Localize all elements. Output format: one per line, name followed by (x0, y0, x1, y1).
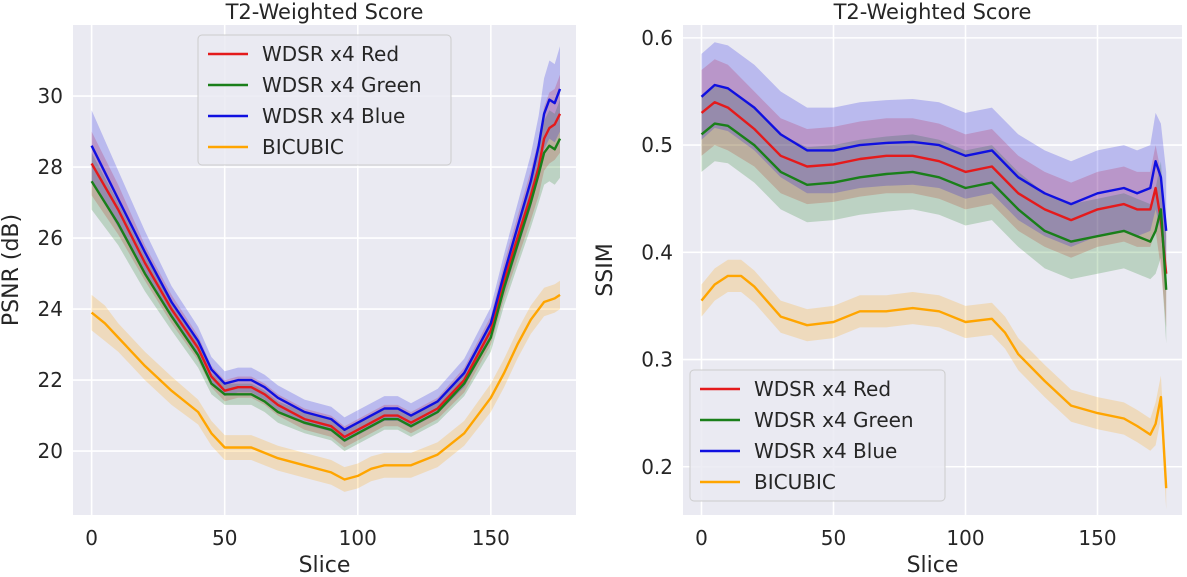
psnr-legend-label-bicubic: BICUBIC (262, 135, 344, 159)
ssim-legend-label-wdsr-x4-green: WDSR x4 Green (754, 408, 914, 432)
ssim-x-tick-label: 50 (821, 526, 846, 550)
psnr-y-tick-label: 30 (38, 84, 63, 108)
ssim-wdsr-x4-green-line (700, 122, 1168, 290)
psnr-wdsr-x4-green-line (90, 138, 562, 442)
psnr-wdsr-x4-red-line (90, 113, 562, 439)
ssim-legend-label-wdsr-x4-red: WDSR x4 Red (754, 377, 891, 401)
ssim-y-tick-label: 0.3 (641, 348, 673, 372)
ssim-y-tick-label: 0.2 (641, 455, 673, 479)
ssim-wdsr-x4-red-confidence-band (701, 59, 1167, 328)
psnr-y-tick-label: 28 (38, 155, 63, 179)
ssim-chart-title: T2-Weighted Score (833, 0, 1032, 24)
ssim-x-axis-label: Slice (907, 553, 959, 577)
ssim-y-tick-label: 0.4 (641, 240, 673, 264)
psnr-legend-label-wdsr-x4-red: WDSR x4 Red (262, 42, 399, 66)
ssim-bicubic-confidence-band (701, 259, 1167, 510)
psnr-chart-title: T2-Weighted Score (225, 0, 424, 24)
psnr-x-tick-label: 150 (472, 526, 510, 550)
ssim-x-tick-label: 100 (946, 526, 984, 550)
psnr-legend-label-wdsr-x4-blue: WDSR x4 Blue (262, 104, 405, 128)
ssim-y-tick-label: 0.5 (641, 133, 673, 157)
ssim-y-tick-label: 0.6 (641, 26, 673, 50)
ssim-legend-box (689, 369, 946, 502)
psnr-y-tick-label: 22 (38, 368, 63, 392)
ssim-x-tick-label: 0 (695, 526, 708, 550)
ssim-legend-label-bicubic: BICUBIC (754, 470, 836, 494)
psnr-chart: 0 50 100 150 20 22 24 26 28 30 T2-Weighted Score… (0, 0, 576, 577)
ssim-x-tick-label: 150 (1078, 526, 1116, 550)
ssim-wdsr-x4-blue-line (700, 83, 1168, 232)
psnr-wdsr-x4-blue-line (90, 88, 562, 431)
psnr-x-tick-label: 50 (212, 526, 237, 550)
ssim-wdsr-x4-blue-confidence-band (701, 42, 1167, 290)
psnr-x-axis-label: Slice (299, 553, 351, 577)
ssim-y-axis-label: SSIM (593, 243, 618, 296)
psnr-legend: WDSR x4 Red WDSR x4 Green WDSR x4 Blue BICU… (197, 34, 452, 166)
psnr-x-tick-label: 0 (85, 526, 98, 550)
ssim-bicubic-line (700, 274, 1168, 489)
psnr-y-axis-label: PSNR (dB) (0, 214, 24, 326)
psnr-y-tick-label: 24 (38, 297, 63, 321)
ssim-chart: 0 50 100 150 0.2 0.3 0.4 0.5 0.6 T2-Weighted Sc… (593, 0, 1182, 577)
psnr-legend-box (197, 34, 452, 166)
ssim-legend-label-wdsr-x4-blue: WDSR x4 Blue (754, 439, 897, 463)
ssim-legend: WDSR x4 Red WDSR x4 Green WDSR x4 Blue BICU… (689, 369, 946, 502)
psnr-bicubic-line (90, 293, 561, 481)
psnr-y-tick-label: 26 (38, 226, 63, 250)
psnr-x-tick-label: 100 (339, 526, 377, 550)
psnr-legend-label-wdsr-x4-green: WDSR x4 Green (262, 73, 422, 97)
ssim-wdsr-x4-red-line (700, 100, 1168, 274)
psnr-y-tick-label: 20 (38, 439, 63, 463)
psnr-bicubic-confidence-band (91, 280, 560, 492)
